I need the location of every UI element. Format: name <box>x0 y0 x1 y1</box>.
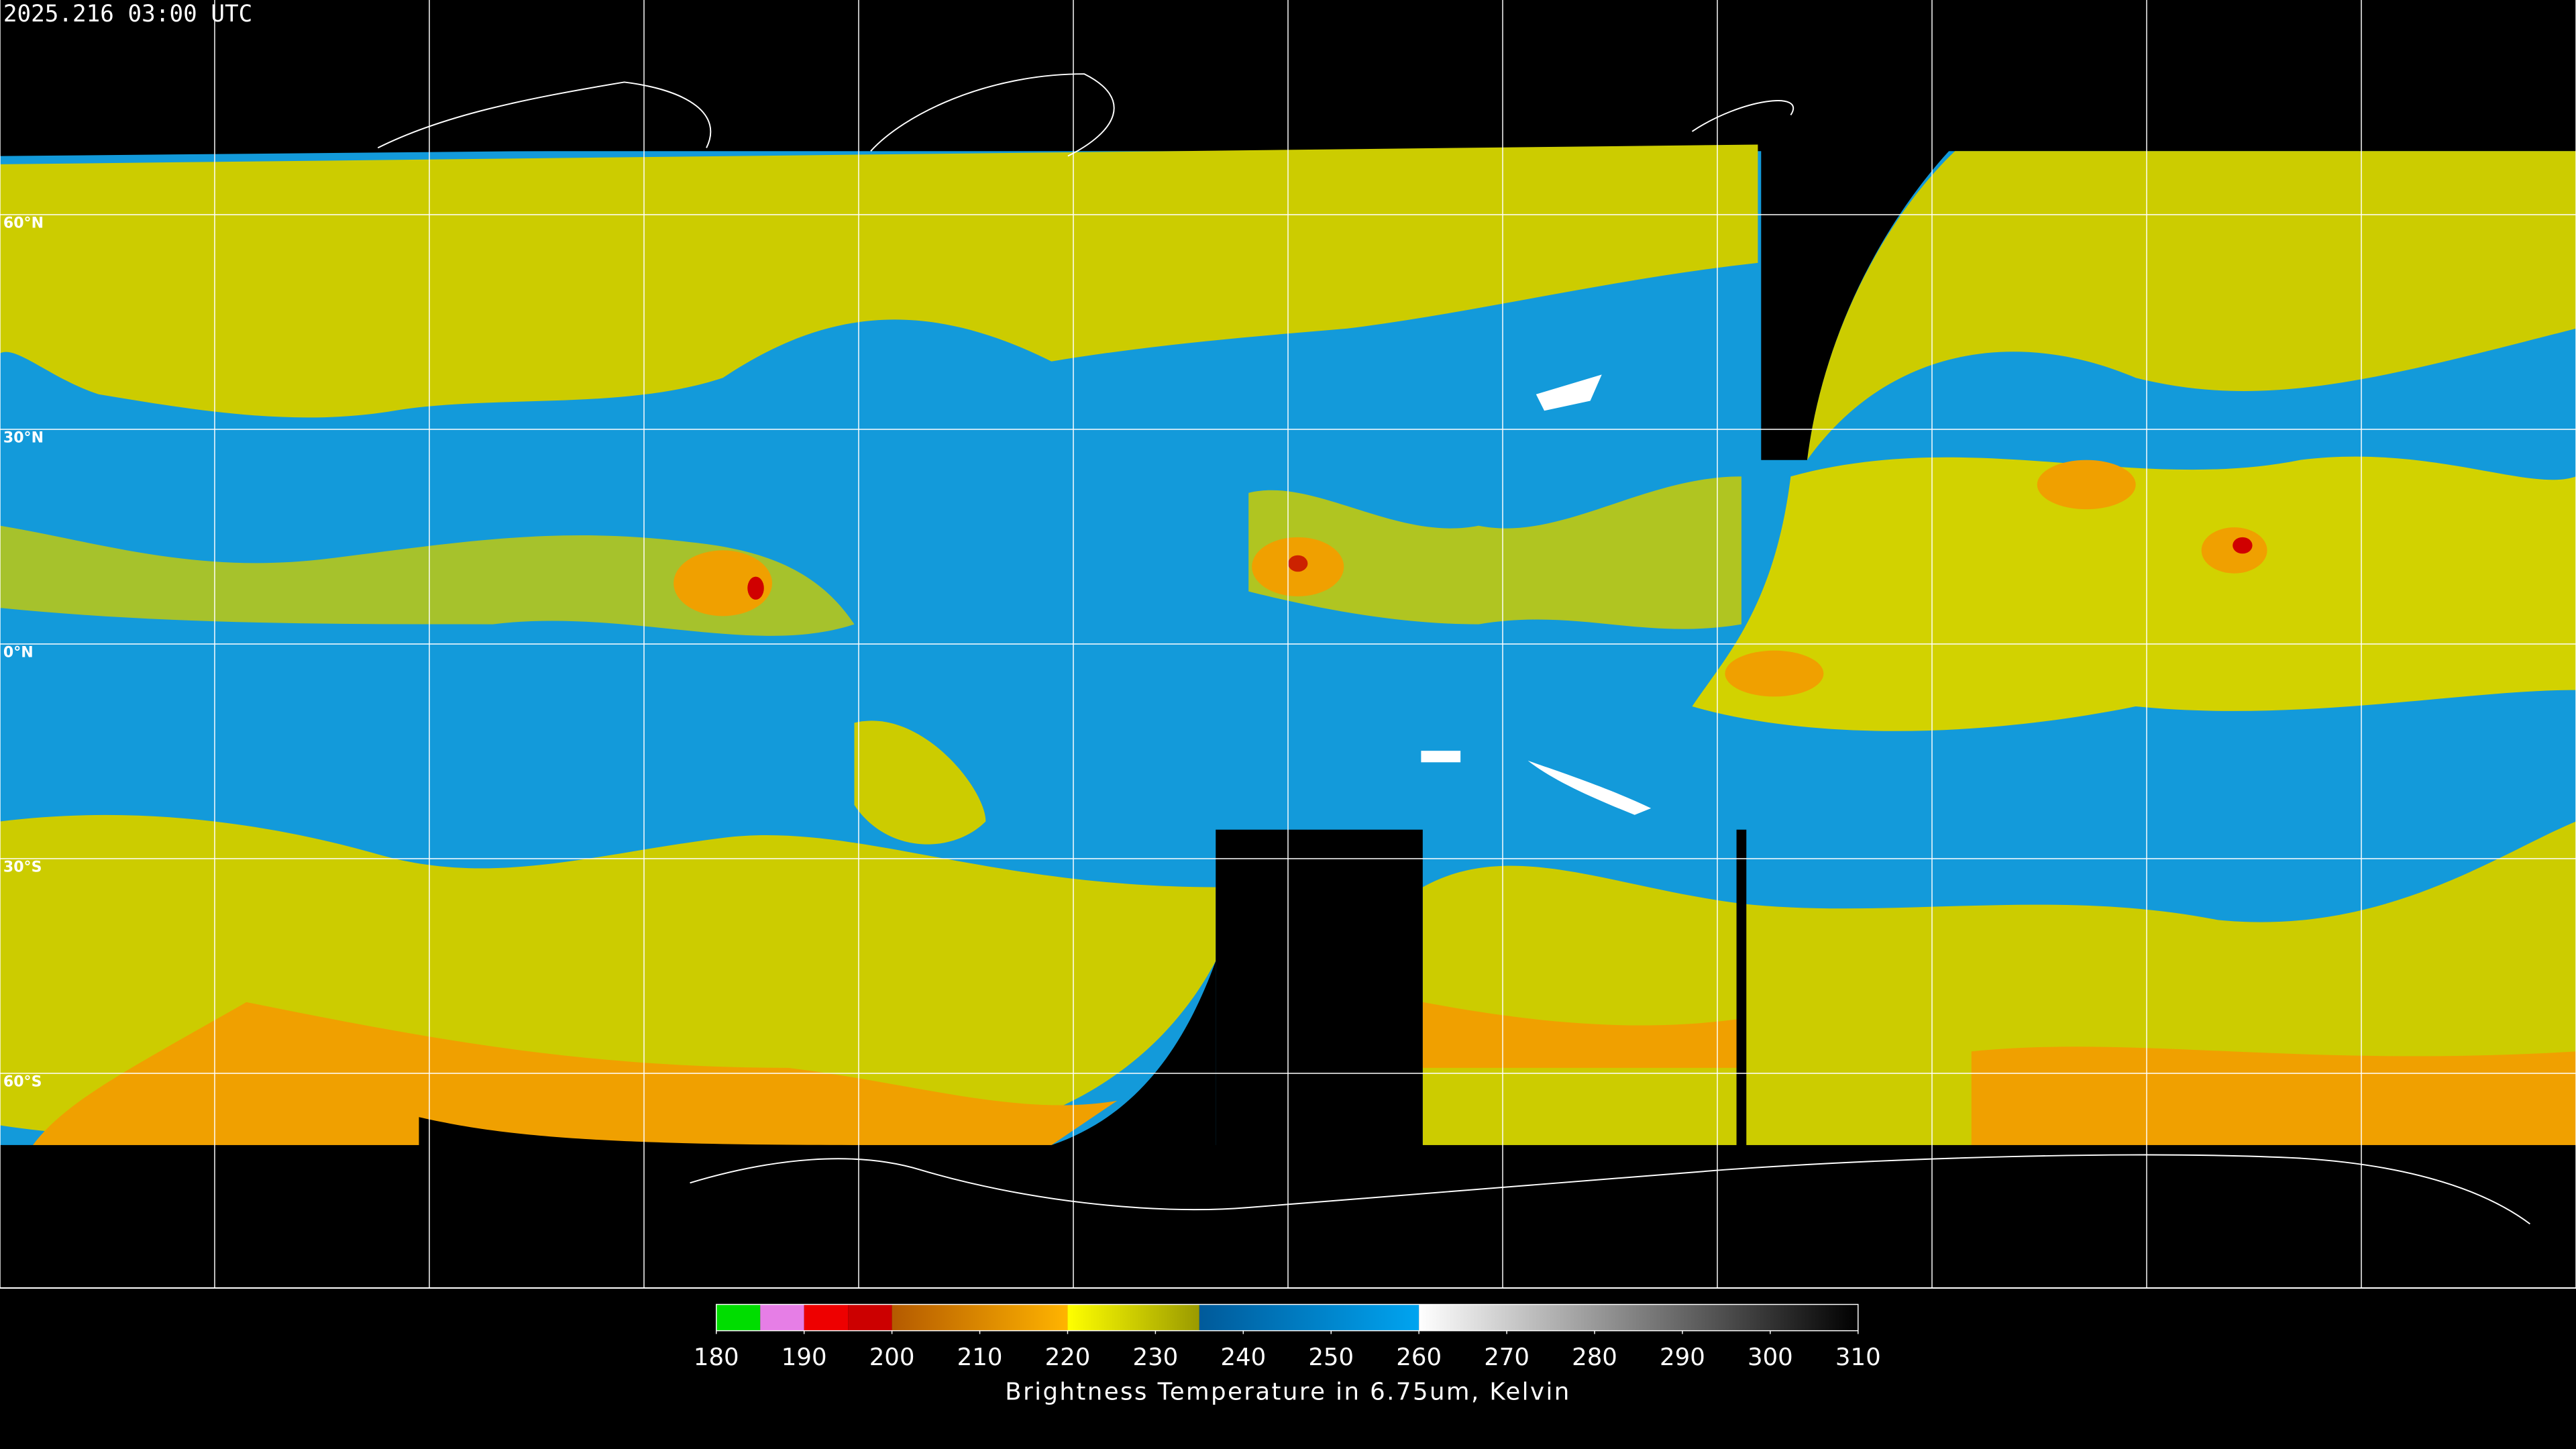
no-data <box>1216 829 1423 1159</box>
colorbar: 180 190 200 210 220 230 240 250 260 270 280 290 300 3… <box>694 1303 1881 1371</box>
latitude-label: 60°S <box>3 1074 42 1091</box>
cloud-band <box>0 144 1758 418</box>
warm-area <box>1536 374 1602 411</box>
latitude-label: 0°N <box>3 645 34 661</box>
colorbar-tick-label: 310 <box>1835 1344 1881 1371</box>
colorbar-segment <box>804 1304 849 1331</box>
colorbar-segment <box>1419 1304 1858 1331</box>
colorbar-segment <box>716 1304 761 1331</box>
colorbar-tick-label: 200 <box>869 1344 915 1371</box>
colorbar-segment <box>1067 1304 1199 1331</box>
cold-area <box>1971 1046 2576 1145</box>
coastlines <box>377 73 2531 1225</box>
convection <box>674 550 773 616</box>
latitude-labels: 60°N 30°N 0°N 30°S 60°S <box>3 215 44 1091</box>
colorbar-segment <box>892 1304 1068 1331</box>
convection-core <box>747 576 764 600</box>
no-data <box>419 1117 855 1145</box>
colorbar-tick-label: 250 <box>1308 1344 1354 1371</box>
colorbar-segment <box>760 1304 804 1331</box>
coastline <box>690 1154 2531 1225</box>
coastline <box>870 73 1115 157</box>
coastline <box>377 81 712 149</box>
colorbar-tick-label: 240 <box>1220 1344 1266 1371</box>
colorbar-tick-label: 280 <box>1572 1344 1617 1371</box>
no-data <box>1051 961 1216 1145</box>
warm-area <box>1527 760 1652 815</box>
colorbar-tick-label: 270 <box>1484 1344 1529 1371</box>
colorbar-tick-label: 180 <box>694 1344 739 1371</box>
convection <box>1725 650 1824 697</box>
graticule <box>0 0 2576 1288</box>
coastline <box>1691 100 1794 132</box>
cloud-band <box>0 525 855 636</box>
colorbar-tick-label: 290 <box>1660 1344 1705 1371</box>
colorbar-tick-label: 260 <box>1396 1344 1442 1371</box>
latitude-label: 30°N <box>3 430 44 447</box>
colorbar-tick-label: 220 <box>1045 1344 1091 1371</box>
cloud-band <box>1248 476 1741 629</box>
warm-area <box>1421 751 1461 763</box>
convection <box>2201 527 2267 574</box>
colorbar-tick-label: 300 <box>1748 1344 1793 1371</box>
colorbar-segment <box>1199 1304 1419 1331</box>
cloud-band <box>1692 456 2576 731</box>
no-data <box>1736 829 1747 1159</box>
colorbar-tick-label: 230 <box>1133 1344 1179 1371</box>
convection <box>2037 460 2136 510</box>
convection-core <box>2233 537 2253 554</box>
colorbar-label: Brightness Temperature in 6.75um, Kelvin <box>1005 1379 1570 1406</box>
latitude-label: 60°N <box>3 215 44 232</box>
cloud-blob <box>854 720 986 845</box>
timestamp: 2025.216 03:00 UTC <box>3 1 252 28</box>
colorbar-frame <box>716 1303 1859 1332</box>
latitude-label: 30°S <box>3 859 42 876</box>
convection-core <box>1288 555 1308 572</box>
colorbar-tick-label: 210 <box>957 1344 1003 1371</box>
colorbar-segment <box>848 1304 892 1331</box>
colorbar-tick-label: 190 <box>782 1344 827 1371</box>
cloud-band <box>1807 151 2576 460</box>
